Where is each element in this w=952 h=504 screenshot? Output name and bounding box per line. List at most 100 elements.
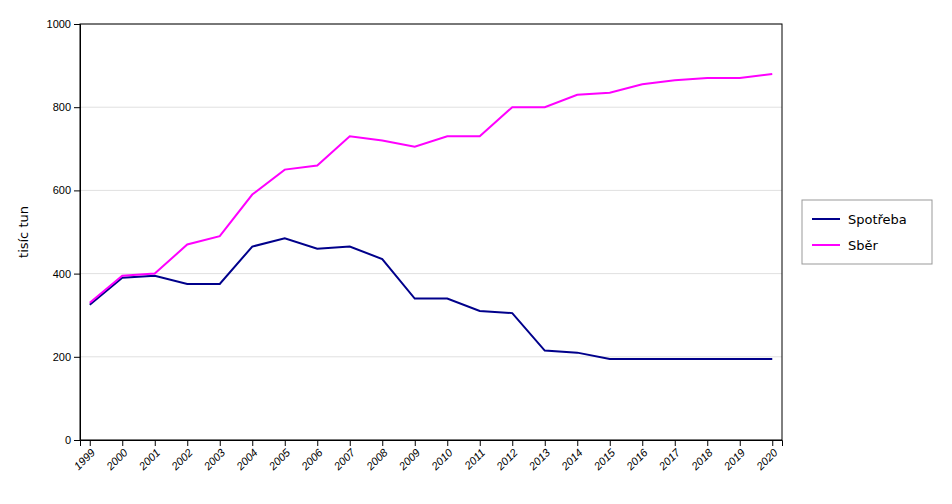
x-tick: 2006 xyxy=(298,440,325,473)
x-tick-mark xyxy=(90,440,91,446)
x-tick-mark xyxy=(772,440,773,446)
series-line xyxy=(90,238,773,359)
y-tick-label: 800 xyxy=(53,101,71,113)
x-tick: 2009 xyxy=(396,440,423,473)
x-axis: 1999200020012002200320042005200620072008… xyxy=(71,440,782,473)
y-tick: 800 xyxy=(53,101,80,113)
x-tick: 2017 xyxy=(656,440,683,473)
x-tick: 2001 xyxy=(136,440,163,473)
x-tick: 2010 xyxy=(428,440,455,473)
x-tick-label: 2010 xyxy=(428,446,455,473)
legend-swatch xyxy=(812,218,840,220)
x-tick-label: 2014 xyxy=(558,446,585,473)
x-tick-label: 2001 xyxy=(136,446,163,473)
x-tick: 2016 xyxy=(623,440,650,473)
y-tick-mark xyxy=(74,190,80,191)
x-tick-label: 2012 xyxy=(493,446,520,473)
y-tick-label: 400 xyxy=(53,268,71,280)
y-tick-label: 0 xyxy=(65,434,71,446)
series-group xyxy=(90,74,773,359)
x-tick: 2005 xyxy=(266,440,293,473)
chart: 1999200020012002200320042005200620072008… xyxy=(0,0,952,504)
y-tick: 1000 xyxy=(47,18,80,30)
x-tick: 2011 xyxy=(461,440,487,472)
x-tick-label: 2020 xyxy=(753,446,780,473)
x-tick-label: 2013 xyxy=(526,446,553,473)
x-tick: 2003 xyxy=(201,440,228,473)
x-tick-mark xyxy=(512,440,513,446)
series-line xyxy=(90,74,773,303)
x-tick-mark xyxy=(740,440,741,446)
x-tick-mark xyxy=(707,440,708,446)
legend-box xyxy=(802,200,932,264)
x-tick-label: 2007 xyxy=(331,446,358,473)
legend-item: Spotřeba xyxy=(812,212,907,227)
grid xyxy=(80,24,782,440)
x-tick-mark xyxy=(675,440,676,446)
x-tick: 2007 xyxy=(331,440,358,473)
x-tick-mark xyxy=(187,440,188,446)
x-tick-label: 2003 xyxy=(201,446,228,473)
legend-item: Sběr xyxy=(812,238,879,253)
x-tick-label: 2008 xyxy=(363,446,390,473)
x-tick-label: 2005 xyxy=(266,446,293,473)
x-tick-label: 2000 xyxy=(103,446,130,473)
x-tick-mark xyxy=(317,440,318,446)
x-tick-mark xyxy=(610,440,611,446)
grid-line xyxy=(80,107,782,108)
y-tick-mark xyxy=(74,24,80,25)
y-tick-label: 600 xyxy=(53,184,71,196)
x-tick: 2012 xyxy=(493,440,520,473)
x-tick: 2015 xyxy=(591,440,618,473)
x-tick-mark xyxy=(642,440,643,446)
x-tick-label: 2018 xyxy=(688,446,715,473)
x-tick-label: 2009 xyxy=(396,446,423,473)
y-tick-label: 200 xyxy=(53,351,71,363)
x-tick-mark xyxy=(155,440,156,446)
x-tick: 2018 xyxy=(688,440,715,473)
legend-label: Spotřeba xyxy=(848,212,907,227)
x-tick: 1999 xyxy=(71,440,97,472)
x-tick-mark xyxy=(382,440,383,446)
x-tick-mark xyxy=(350,440,351,446)
x-tick: 2019 xyxy=(721,440,748,473)
y-tick: 200 xyxy=(53,351,80,363)
x-tick-label: 2002 xyxy=(168,446,195,473)
grid-line xyxy=(80,356,782,357)
x-tick-label: 2017 xyxy=(656,446,683,473)
x-tick-mark xyxy=(480,440,481,446)
x-tick: 2000 xyxy=(103,440,130,473)
x-tick: 2013 xyxy=(526,440,553,473)
x-tick-label: 1999 xyxy=(71,446,97,472)
x-tick-label: 2015 xyxy=(591,446,618,473)
x-tick-label: 2004 xyxy=(233,446,260,473)
plot-frame xyxy=(80,24,782,440)
grid-line xyxy=(80,190,782,191)
x-tick-mark xyxy=(122,440,123,446)
x-tick: 2014 xyxy=(558,440,585,473)
y-tick: 600 xyxy=(53,184,80,196)
y-tick: 400 xyxy=(53,268,80,280)
x-tick-mark xyxy=(415,440,416,446)
legend-swatch xyxy=(812,244,840,246)
x-tick: 2002 xyxy=(168,440,195,473)
y-tick-mark xyxy=(74,107,80,108)
x-tick-label: 2006 xyxy=(298,446,325,473)
y-axis-title: tisíc tun xyxy=(16,206,31,258)
x-tick-label: 2019 xyxy=(721,446,748,473)
y-tick: 0 xyxy=(65,434,80,446)
x-tick-mark xyxy=(545,440,546,446)
y-axis-line xyxy=(74,25,81,441)
x-tick-mark xyxy=(285,440,286,446)
y-tick-label: 1000 xyxy=(47,18,71,30)
plot-area: 1999200020012002200320042005200620072008… xyxy=(47,18,783,473)
legend-label: Sběr xyxy=(848,238,879,253)
x-tick-mark xyxy=(577,440,578,446)
x-tick-label: 2011 xyxy=(461,446,487,472)
x-axis-line xyxy=(81,441,783,447)
legend: Spotřeba Sběr xyxy=(802,200,932,264)
grid-line xyxy=(80,273,782,274)
y-tick-mark xyxy=(74,440,80,441)
x-tick: 2020 xyxy=(753,440,780,473)
x-tick-mark xyxy=(220,440,221,446)
